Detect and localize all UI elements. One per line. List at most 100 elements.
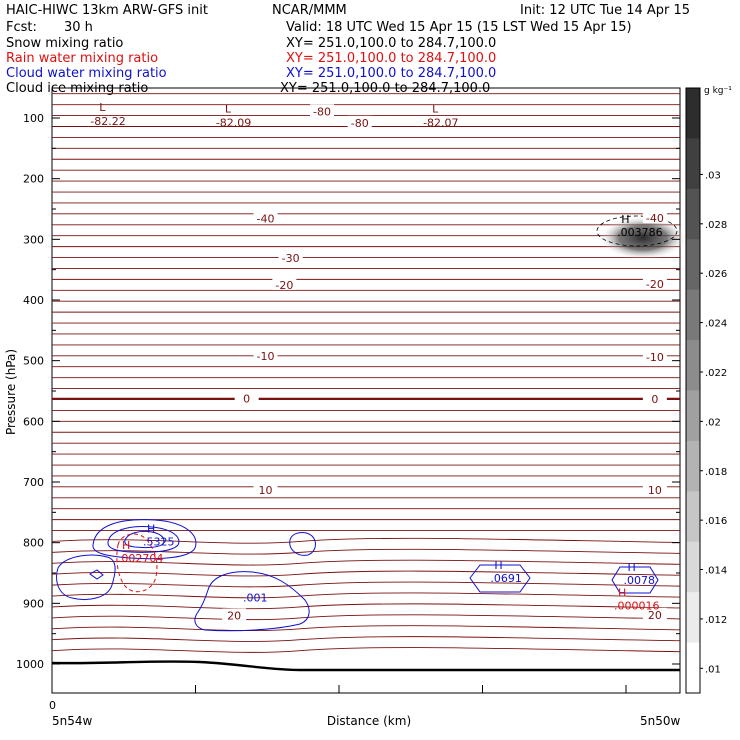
colorbar-segment [686, 289, 700, 341]
x-end-label: 5n50w [640, 714, 681, 728]
ground-line [51, 660, 680, 672]
low-marker: L [432, 103, 439, 116]
colorbar-unit: g kg⁻¹ [704, 86, 732, 96]
contour-label: 0 [651, 393, 658, 406]
colorbar-tick-label: .026 [705, 269, 727, 280]
colorbar-tick-label: .01 [705, 664, 721, 675]
rain-water-contours [116, 533, 158, 593]
low-value: -82.22 [90, 115, 125, 128]
high-marker: H [122, 539, 130, 552]
cloud-water-contour [107, 526, 180, 553]
high-value: .5325 [143, 536, 175, 549]
high-value: .002704 [118, 552, 164, 565]
y-tick-label: 200 [23, 173, 44, 186]
contour-label: -40 [257, 213, 275, 226]
colorbar-segment [686, 340, 700, 391]
plot-frame [51, 87, 681, 694]
x-start-label: 5n54w [52, 714, 93, 728]
temperature-contours [51, 93, 681, 672]
contour-label: 0 [243, 392, 250, 405]
contour-label: -10 [646, 351, 664, 364]
contour-label-bg [272, 277, 297, 290]
colorbar-tick-label: .02 [705, 417, 721, 428]
temperature-contour [51, 625, 681, 631]
colorbar-tick-label: .022 [705, 368, 727, 379]
field-cloudwater-xy: XY= 251.0,100.0 to 284.7,100.0 [286, 66, 496, 81]
contour-label-bg [310, 104, 335, 117]
contour-label-bg [222, 608, 247, 621]
contour-label: 10 [259, 484, 273, 497]
contour-label-bg [642, 391, 667, 404]
y-tick-label: 100 [23, 112, 44, 125]
contour-label: -80 [313, 105, 331, 118]
colorbar-tick-label: .03 [705, 170, 721, 181]
cloud-ice-shading [599, 216, 687, 260]
colorbar-segment [686, 239, 700, 291]
colorbar-frame [685, 87, 701, 694]
colorbar-tick-label: .016 [705, 516, 727, 527]
high-marker: H [147, 523, 155, 536]
high-value: .000016 [614, 599, 660, 612]
contour-label: -30 [282, 252, 300, 265]
contour-label-bg [642, 277, 667, 290]
header-init: Init: 12 UTC Tue 14 Apr 15 [520, 3, 690, 18]
cloud-ice-contour [596, 215, 678, 247]
contour-label-bg [642, 607, 667, 620]
temperature-contour [51, 570, 681, 577]
colorbar-segment [686, 188, 700, 240]
contour-label: -20 [275, 279, 293, 292]
y-tick-label: 700 [23, 476, 44, 489]
y-tick-label: 500 [23, 355, 44, 368]
contour-label-bg [642, 482, 667, 495]
colorbar-tick-label: .018 [705, 467, 727, 478]
high-marker: H [618, 586, 626, 599]
low-marker: L [99, 101, 106, 114]
y-tick-label: 900 [23, 597, 44, 610]
temperature-contour [51, 603, 681, 610]
contour-label: -20 [646, 278, 664, 291]
rain-water-contour [116, 533, 158, 593]
field-rain-xy: XY= 251.0,100.0 to 284.7,100.0 [286, 51, 496, 66]
colorbar-tick-label: .028 [705, 220, 727, 231]
x-tick-label: 0 [49, 699, 56, 712]
high-marker: H [621, 213, 629, 226]
contour-label: -80 [351, 117, 369, 130]
cloud-water-contours [56, 519, 659, 632]
contour-label-bg [253, 482, 278, 495]
cloud-water-contour [92, 519, 197, 560]
contour-label-bg [642, 211, 667, 224]
cloud-water-contour [289, 532, 316, 556]
colorbar-tick-label: .014 [705, 566, 727, 577]
contour-label-bg [278, 251, 303, 264]
high-marker: H [494, 559, 502, 572]
y-tick-label: 800 [23, 537, 44, 550]
temperature-contour [51, 636, 681, 642]
temperature-contour [51, 647, 681, 653]
cloud-water-contour [56, 554, 116, 600]
cloud-water-contour [194, 571, 310, 632]
colorbar-segment [686, 642, 700, 694]
colorbar-segment [686, 88, 700, 139]
header-fcst-value: 30 h [64, 20, 93, 35]
contour-label: 20 [227, 609, 241, 622]
cloud-water-contour [89, 569, 104, 580]
field-snow-name: Snow mixing ratio [6, 36, 123, 51]
y-tick-label: 600 [23, 415, 44, 428]
high-value: .0691 [490, 572, 522, 585]
temperature-contour [51, 614, 681, 621]
cloud-water-contour [124, 530, 165, 549]
cloud-water-contour [611, 566, 659, 594]
temperature-contour [51, 592, 681, 599]
low-value: -82.07 [423, 117, 458, 130]
contour-label-bg [642, 350, 667, 363]
colorbar-segment [686, 541, 700, 593]
colorbar-tick-label: .024 [705, 319, 727, 330]
high-value: .0078 [623, 574, 655, 587]
colorbar-segment [686, 390, 700, 442]
contour-label-bg [253, 348, 278, 361]
high-value: .003786 [617, 226, 663, 239]
colorbar: .01 .012 .014 .016 .018 .02 .022 .024 .026 .028 .0… [685, 87, 727, 694]
header-valid: Valid: 18 UTC Wed 15 Apr 15 (15 LST Wed … [286, 20, 632, 35]
